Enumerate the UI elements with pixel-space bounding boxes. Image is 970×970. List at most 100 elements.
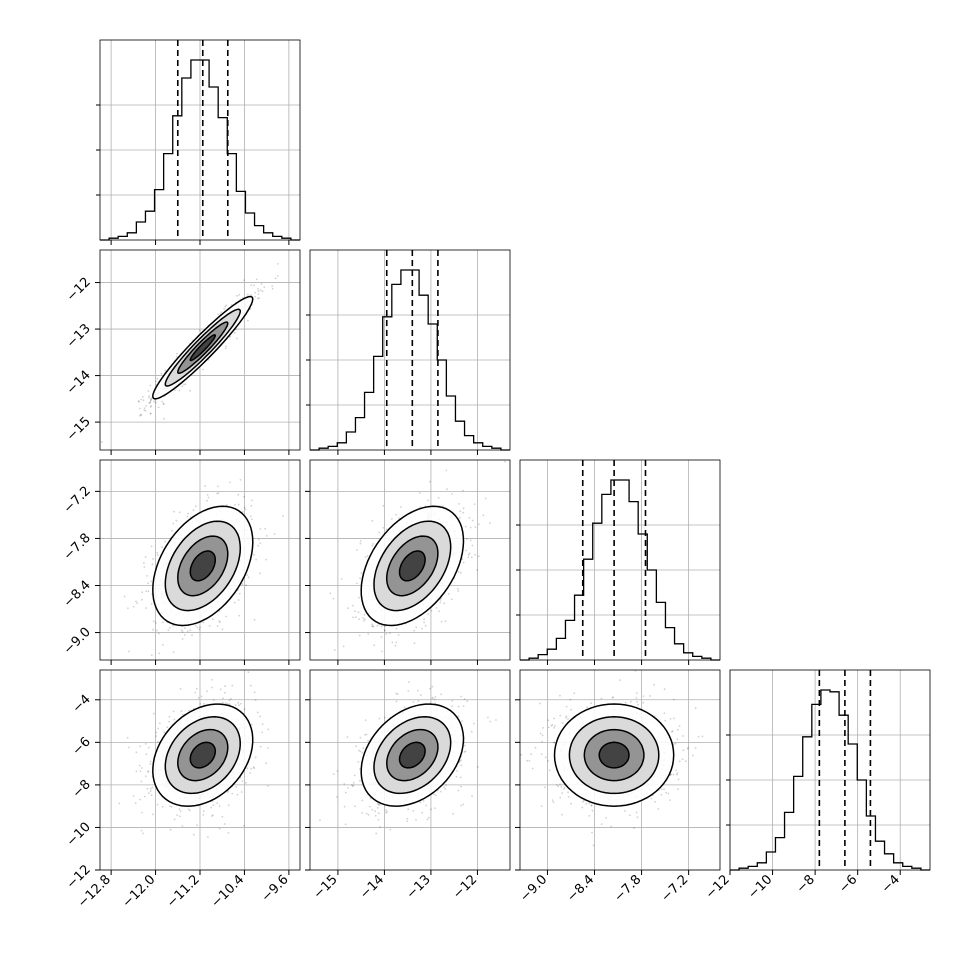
scatter-point: [355, 745, 358, 748]
scatter-point: [157, 727, 160, 730]
scatter-point: [169, 805, 171, 808]
scatter-point: [383, 629, 386, 631]
scatter-point: [216, 625, 219, 627]
scatter-point: [180, 629, 183, 632]
scatter-point: [581, 806, 584, 809]
scatter-point: [259, 715, 261, 718]
scatter-point: [457, 590, 460, 592]
scatter-point: [143, 795, 146, 798]
scatter-point: [161, 546, 164, 549]
scatter-point: [148, 792, 150, 794]
scatter-point: [465, 549, 467, 552]
scatter-point: [422, 799, 425, 802]
scatter-point: [407, 681, 410, 683]
scatter-points: [319, 681, 497, 835]
scatter-point: [149, 406, 152, 408]
scatter-points: [100, 263, 279, 443]
scatter-point: [471, 544, 474, 547]
scatter-point: [152, 620, 155, 623]
scatter-point: [495, 719, 497, 721]
scatter-point: [223, 307, 226, 310]
scatter-point: [365, 812, 368, 815]
scatter-point: [429, 687, 431, 690]
scatter-point: [135, 751, 138, 754]
scatter-point: [378, 717, 381, 720]
scatter-point: [164, 540, 166, 543]
scatter-point: [418, 492, 421, 494]
scatter-point: [553, 725, 556, 727]
scatter-point: [261, 290, 264, 293]
scatter-point: [381, 650, 383, 653]
scatter-point: [520, 753, 522, 756]
scatter-point: [149, 384, 152, 387]
scatter-point: [187, 512, 190, 515]
scatter-point: [194, 505, 197, 508]
scatter-point: [196, 626, 199, 629]
scatter-point: [610, 825, 613, 828]
scatter-points: [329, 460, 506, 653]
scatter-point: [434, 794, 437, 797]
scatter-point: [141, 396, 144, 398]
scatter-point: [380, 636, 383, 638]
scatter-point: [451, 705, 454, 707]
scatter-point: [371, 519, 374, 522]
scatter-point: [259, 528, 262, 530]
scatter-point: [459, 510, 462, 513]
scatter-point: [351, 604, 354, 607]
scatter-point: [150, 654, 153, 657]
scatter-point: [156, 554, 159, 556]
scatter-point: [456, 588, 459, 590]
scatter-point: [118, 802, 121, 805]
scatter-point: [162, 402, 165, 405]
scatter-point: [254, 699, 257, 701]
scatter-point: [238, 614, 241, 617]
scatter-point: [217, 492, 220, 494]
scatter-point: [664, 719, 667, 722]
scatter-point: [226, 791, 229, 793]
density-contour: [398, 741, 426, 769]
scatter-point: [183, 383, 185, 386]
scatter-point: [371, 808, 374, 811]
scatter-point: [149, 787, 152, 790]
scatter-point: [465, 525, 467, 528]
scatter-point: [561, 813, 563, 816]
scatter-point: [350, 784, 353, 786]
scatter-point: [250, 767, 253, 770]
scatter-point: [382, 526, 385, 529]
scatter-point: [148, 396, 150, 399]
scatter-point: [352, 784, 355, 787]
scatter-point: [267, 747, 269, 749]
scatter-point: [371, 625, 373, 627]
scatter-point: [163, 731, 166, 734]
scatter-point: [423, 621, 425, 624]
scatter-point: [376, 803, 379, 805]
scatter-point: [452, 812, 455, 815]
scatter-point: [145, 775, 147, 778]
scatter-point: [225, 345, 227, 348]
scatter-point: [476, 766, 479, 768]
scatter-point: [145, 404, 148, 407]
scatter-point: [225, 304, 228, 307]
scatter-point: [461, 558, 464, 561]
scatter-point: [141, 811, 143, 814]
scatter-point: [372, 543, 375, 545]
scatter-point: [473, 722, 475, 725]
scatter-point: [676, 728, 679, 731]
scatter-point: [466, 700, 469, 703]
scatter-point: [145, 590, 148, 592]
scatter-point: [144, 556, 147, 558]
scatter-point: [377, 803, 380, 806]
scatter-point: [384, 625, 387, 628]
scatter-point: [246, 767, 249, 770]
scatter-panel-p0-p1: [95, 249, 301, 455]
grid-lines: [100, 40, 300, 240]
scatter-point: [149, 399, 152, 402]
scatter-point: [265, 762, 267, 765]
scatter-point: [147, 746, 150, 749]
scatter-point: [435, 607, 438, 609]
scatter-point: [249, 684, 252, 687]
scatter-point: [375, 832, 378, 835]
scatter-point: [675, 769, 678, 772]
scatter-point: [235, 328, 237, 331]
scatter-point: [363, 613, 366, 616]
